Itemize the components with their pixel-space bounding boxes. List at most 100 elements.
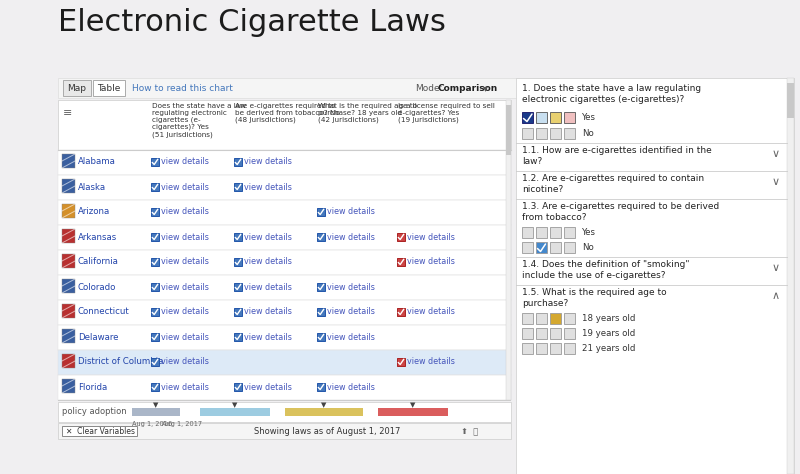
Text: Florida: Florida	[78, 383, 107, 392]
Text: Yes: Yes	[582, 113, 596, 122]
Bar	[285, 408, 363, 416]
Text: ⬆  ⬛: ⬆ ⬛	[461, 427, 478, 436]
Text: California: California	[78, 257, 119, 266]
Text: Does the state have a law
regulating electronic
cigarettes (e-
cigarettes)? Yes
: Does the state have a law regulating ele…	[152, 103, 246, 137]
Bar	[58, 175, 511, 200]
Text: ∨: ∨	[772, 149, 780, 159]
Bar	[522, 112, 533, 123]
Bar	[151, 283, 159, 291]
Text: view details: view details	[244, 182, 292, 191]
Text: Showing laws as of August 1, 2017: Showing laws as of August 1, 2017	[254, 427, 400, 436]
Text: ✕  Clear Variables: ✕ Clear Variables	[66, 427, 134, 436]
Text: ▼: ▼	[410, 402, 416, 408]
Text: Mode:: Mode:	[415, 83, 442, 92]
Text: view details: view details	[407, 257, 455, 266]
Bar	[378, 408, 448, 416]
Text: view details: view details	[161, 257, 209, 266]
Bar	[397, 308, 405, 316]
Bar	[550, 227, 561, 238]
Text: Electronic Cigarette Laws: Electronic Cigarette Laws	[58, 8, 446, 37]
Text: view details: view details	[161, 157, 209, 166]
Bar	[317, 333, 325, 341]
Bar	[522, 328, 533, 339]
Bar	[58, 150, 511, 175]
Text: Comparison: Comparison	[438, 83, 498, 92]
Bar	[62, 279, 75, 293]
Bar	[58, 250, 511, 275]
Text: policy adoption: policy adoption	[62, 408, 126, 417]
Text: No: No	[582, 243, 594, 252]
Bar	[151, 158, 159, 166]
Bar	[522, 343, 533, 354]
Bar	[234, 233, 242, 241]
Text: view details: view details	[327, 208, 375, 217]
Bar	[234, 383, 242, 391]
Bar	[58, 402, 511, 422]
Text: 1.3. Are e-cigarettes required to be derived
from tobacco?: 1.3. Are e-cigarettes required to be der…	[522, 202, 719, 222]
Bar	[536, 227, 547, 238]
Text: view details: view details	[327, 332, 375, 341]
Bar	[62, 229, 75, 243]
Bar	[536, 128, 547, 139]
Bar	[234, 283, 242, 291]
Text: view details: view details	[327, 233, 375, 241]
Text: view details: view details	[161, 332, 209, 341]
Bar	[536, 328, 547, 339]
Bar	[516, 78, 794, 474]
Bar	[62, 354, 75, 368]
Bar	[58, 225, 511, 250]
Bar	[151, 233, 159, 241]
Text: ▼: ▼	[232, 402, 238, 408]
Bar	[317, 308, 325, 316]
Bar	[62, 304, 75, 318]
Bar	[234, 183, 242, 191]
Text: Table: Table	[98, 83, 121, 92]
Bar	[234, 308, 242, 316]
Bar	[62, 204, 75, 218]
Bar	[397, 358, 405, 366]
Text: Arizona: Arizona	[78, 208, 110, 217]
Text: 18 years old: 18 years old	[582, 314, 635, 323]
Bar	[522, 242, 533, 253]
Text: view details: view details	[161, 233, 209, 241]
Text: ▼: ▼	[154, 402, 158, 408]
Text: What is the required age to
purchase? 18 years old
(42 Jurisdictions): What is the required age to purchase? 18…	[318, 103, 417, 123]
Text: 1.5. What is the required age to
purchase?: 1.5. What is the required age to purchas…	[522, 288, 666, 308]
Bar	[564, 112, 575, 123]
Text: view details: view details	[244, 332, 292, 341]
Bar	[506, 100, 511, 400]
Bar	[234, 158, 242, 166]
Bar	[564, 343, 575, 354]
Text: Aug 1, 2016: Aug 1, 2016	[132, 421, 172, 427]
Text: ∧: ∧	[772, 291, 780, 301]
Bar	[62, 426, 137, 436]
Bar	[58, 275, 511, 300]
Bar	[151, 258, 159, 266]
Bar	[787, 78, 794, 474]
Text: District of Columbia: District of Columbia	[78, 357, 163, 366]
Bar	[58, 375, 511, 400]
Text: view details: view details	[327, 383, 375, 392]
Bar	[317, 233, 325, 241]
Bar	[58, 100, 511, 150]
Bar	[564, 128, 575, 139]
Bar	[506, 105, 511, 155]
Bar	[151, 308, 159, 316]
Bar	[62, 329, 75, 343]
Bar	[151, 183, 159, 191]
Bar	[151, 383, 159, 391]
Bar	[550, 343, 561, 354]
Text: ∨: ∨	[772, 177, 780, 187]
Bar	[151, 358, 159, 366]
Text: view details: view details	[327, 308, 375, 317]
Bar	[234, 333, 242, 341]
Text: Aug 1, 2017: Aug 1, 2017	[162, 421, 202, 427]
Bar	[536, 112, 547, 123]
Text: view details: view details	[407, 308, 455, 317]
Text: view details: view details	[244, 257, 292, 266]
Text: view details: view details	[161, 308, 209, 317]
Text: ▾: ▾	[483, 83, 488, 93]
Text: view details: view details	[407, 357, 455, 366]
Bar	[536, 242, 547, 253]
Bar	[63, 80, 91, 96]
